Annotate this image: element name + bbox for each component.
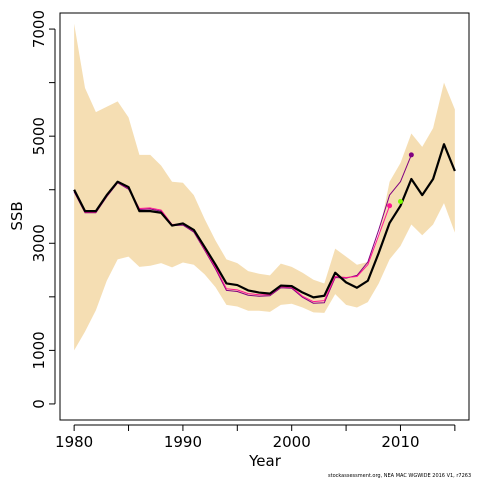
end-point-2 [408, 152, 414, 158]
x-tick-label: 2010 [381, 433, 419, 451]
y-axis: 0 1000 3000 5000 7000 [30, 10, 56, 409]
end-point-3 [397, 199, 403, 205]
series-layer [73, 143, 456, 304]
y-tick-label: 0 [30, 399, 48, 409]
y-tick-label: 3000 [30, 224, 48, 262]
y-tick-label: 5000 [30, 117, 48, 155]
x-tick-label: 1990 [164, 433, 202, 451]
x-axis: 1980 1990 2000 2010 [55, 424, 456, 451]
end-points-layer [387, 152, 414, 209]
end-point-1 [387, 203, 393, 209]
y-axis-title: SSB [8, 201, 26, 230]
x-axis-title: Year [248, 452, 282, 470]
x-tick-label: 2000 [273, 433, 311, 451]
plot-frame [59, 12, 470, 421]
series-line-main [73, 143, 456, 299]
x-tick-label: 1980 [55, 433, 93, 451]
y-tick-label: 7000 [30, 10, 48, 48]
y-tick-label: 1000 [30, 331, 48, 369]
confidence-band-layer [74, 23, 455, 351]
confidence-band [74, 23, 455, 351]
footer-credit: stockassessment.org, NEA MAC WGWIDE 2016… [328, 473, 472, 479]
